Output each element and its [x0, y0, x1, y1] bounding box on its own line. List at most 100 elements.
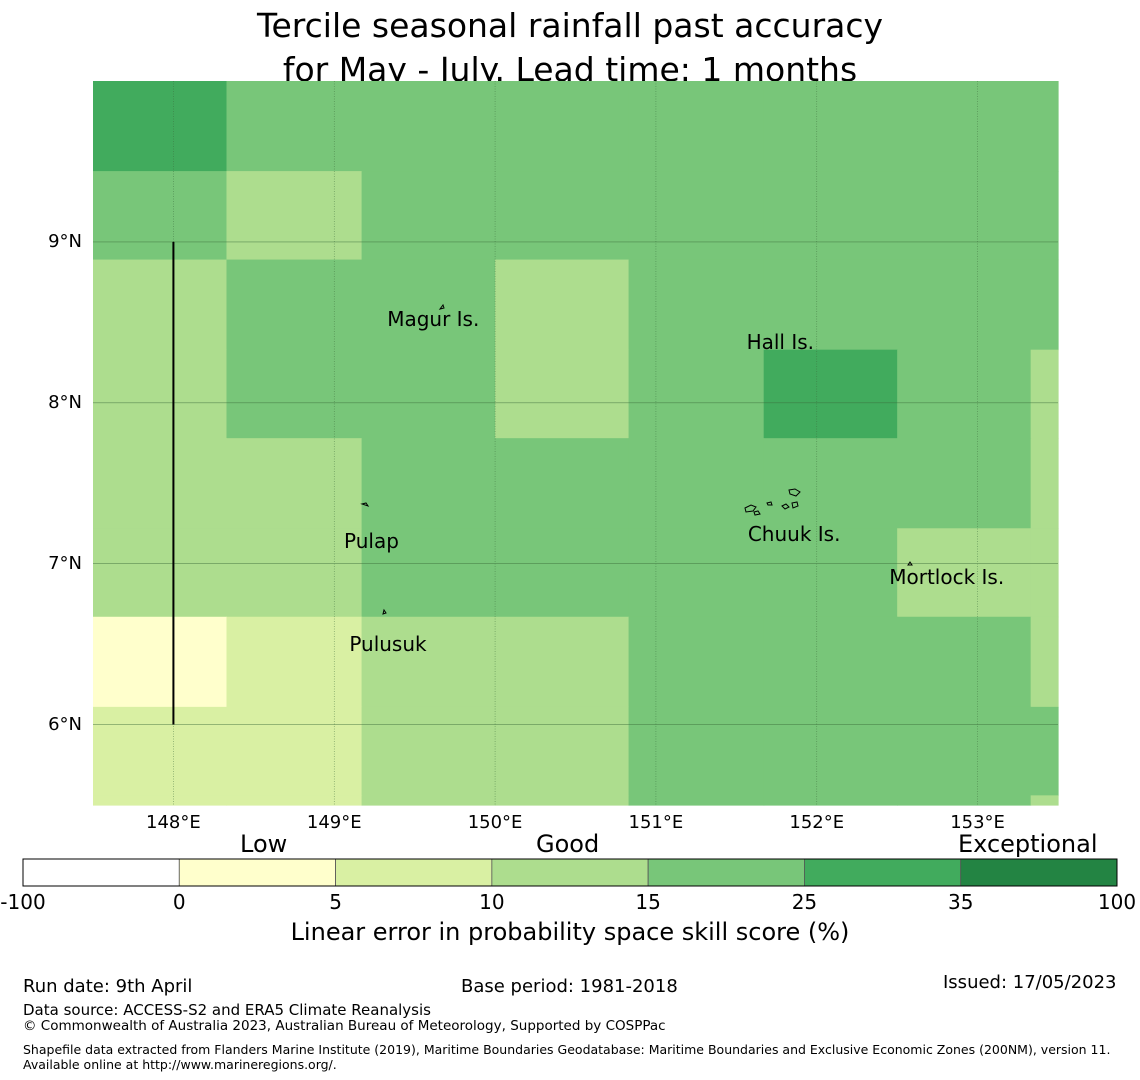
skill-cell — [495, 795, 630, 806]
skill-cell — [361, 795, 496, 806]
skill-cell — [628, 438, 765, 529]
skill-cell — [763, 349, 898, 439]
copyright: © Commonwealth of Australia 2023, Austra… — [23, 1018, 666, 1034]
colorbar-tick-label: 0 — [172, 890, 186, 914]
lat-tick-label: 6°N — [48, 713, 82, 735]
skill-cell — [1030, 81, 1059, 172]
skill-cell — [361, 706, 496, 796]
island-outline — [907, 561, 913, 566]
skill-cell — [1030, 259, 1059, 351]
colorbar-segment — [335, 858, 493, 887]
island-outline — [360, 502, 370, 507]
island-outline — [744, 504, 757, 513]
skill-cell — [226, 259, 363, 351]
skill-cell — [93, 528, 228, 618]
island-outline — [382, 608, 387, 615]
lon-tick-label: 151°E — [628, 812, 684, 833]
colorbar-tick-label: 15 — [635, 890, 661, 914]
skill-cell — [226, 81, 363, 172]
skill-cell — [897, 616, 1032, 708]
skill-cell — [361, 349, 496, 439]
lat-tick-label: 9°N — [48, 230, 82, 252]
colorbar-tick-label: 25 — [791, 890, 818, 914]
skill-cell — [628, 616, 765, 708]
skill-cell — [763, 616, 898, 708]
island-outline — [753, 510, 761, 516]
colorbar-segment — [22, 858, 180, 887]
skill-cell — [628, 349, 765, 439]
base-period: Base period: 1981-2018 — [461, 976, 678, 997]
category-exceptional: Exceptional — [958, 830, 1098, 858]
skill-cell — [763, 795, 898, 806]
skill-cell — [897, 795, 1032, 806]
skill-cell — [628, 706, 765, 796]
lat-tick-label: 8°N — [48, 391, 82, 413]
skill-cell — [495, 259, 630, 351]
colorbar-segment — [804, 858, 962, 887]
island-outline — [791, 501, 799, 509]
skill-cell — [763, 259, 898, 351]
skill-cell — [1030, 795, 1059, 806]
skill-cell — [226, 616, 363, 708]
island-outline — [781, 503, 790, 510]
lon-tick-label: 148°E — [146, 812, 201, 833]
skill-cell — [93, 349, 228, 439]
lon-tick-label: 153°E — [950, 812, 1005, 833]
skill-cell — [361, 81, 496, 172]
skill-cell — [93, 171, 228, 261]
lon-tick-label: 152°E — [789, 812, 845, 833]
skill-cell — [93, 616, 228, 708]
place-label: Pulap — [344, 529, 399, 554]
data-source: Data source: ACCESS-S2 and ERA5 Climate … — [23, 1001, 431, 1019]
place-label: Magur Is. — [387, 307, 480, 332]
skill-cell — [361, 616, 496, 708]
category-low: Low — [240, 830, 288, 858]
skill-cell — [897, 171, 1032, 261]
skill-cell — [93, 259, 228, 351]
skill-cell — [628, 528, 765, 618]
colorbar-tick-label: -100 — [0, 890, 46, 914]
place-label: Pulusuk — [349, 631, 427, 656]
skill-cell — [93, 795, 228, 806]
skill-cell — [226, 171, 363, 261]
skill-cell — [495, 616, 630, 708]
skill-cell — [361, 259, 496, 351]
skill-cell — [226, 528, 363, 618]
skill-cell — [93, 706, 228, 796]
place-label: Chuuk Is. — [747, 521, 841, 546]
colorbar-tick-label: 5 — [329, 890, 342, 914]
skill-cell — [763, 528, 898, 618]
island-outline — [438, 303, 445, 310]
colorbar-tick-label: 10 — [479, 890, 505, 914]
colorbar — [22, 858, 1118, 887]
issued-date: Issued: 17/05/2023 — [943, 972, 1117, 993]
skill-cell — [93, 438, 228, 529]
map-title: Tercile seasonal rainfall past accuracy … — [0, 4, 1140, 92]
skill-cell — [628, 795, 765, 806]
skill-cell — [763, 706, 898, 796]
skill-cell — [1030, 171, 1059, 261]
colorbar-segment — [647, 858, 805, 887]
colorbar-label: Linear error in probability space skill … — [290, 918, 850, 946]
run-date: Run date: 9th April — [23, 976, 193, 997]
skill-cell — [361, 528, 496, 618]
skill-cell — [628, 171, 765, 261]
colorbar-segment — [178, 858, 336, 887]
category-good: Good — [536, 830, 600, 858]
skill-cell — [495, 349, 630, 439]
skill-cell — [763, 171, 898, 261]
skill-cell — [226, 438, 363, 529]
colorbar-segment — [491, 858, 649, 887]
skill-cell — [897, 349, 1032, 439]
place-label: Hall Is. — [746, 329, 815, 354]
skill-cell — [897, 259, 1032, 351]
skill-cell — [628, 259, 765, 351]
island-outline — [766, 501, 773, 506]
skill-cell — [226, 795, 363, 806]
lat-tick-label: 7°N — [48, 552, 82, 574]
skill-cell — [495, 438, 630, 529]
colorbar-segment — [960, 858, 1118, 887]
title-line-1: Tercile seasonal rainfall past accuracy — [256, 6, 884, 45]
skill-cell — [1030, 616, 1059, 708]
